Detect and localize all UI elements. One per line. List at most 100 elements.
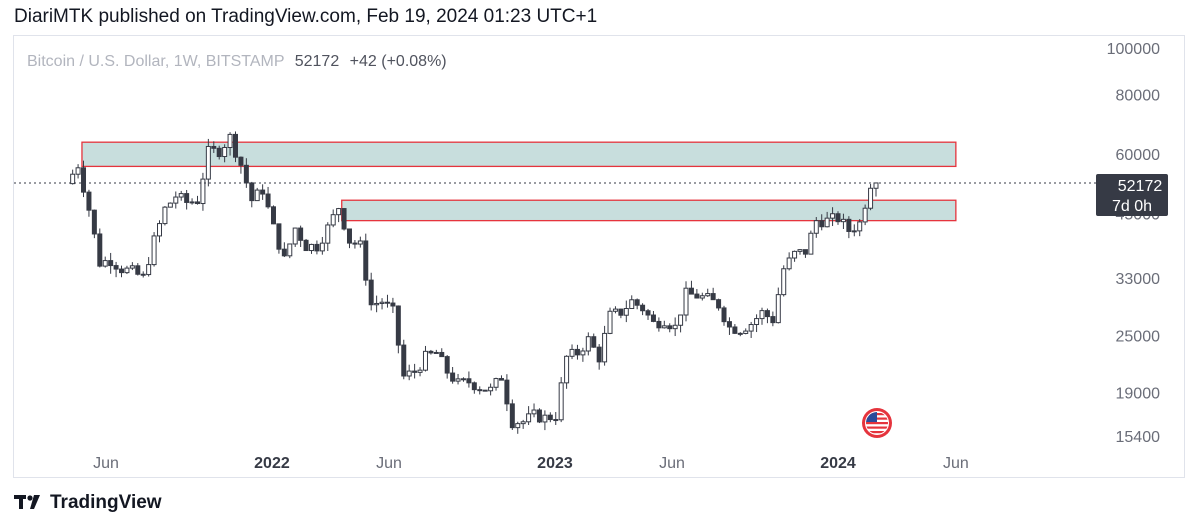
- candle: [569, 344, 575, 360]
- candle: [195, 195, 200, 205]
- candle: [412, 363, 418, 379]
- candle: [249, 181, 255, 208]
- candle: [341, 207, 347, 231]
- candle: [612, 306, 618, 314]
- candle: [395, 305, 401, 354]
- x-axis-tick-label: 2023: [537, 455, 573, 472]
- candle: [211, 141, 217, 153]
- candle: [140, 271, 146, 278]
- candle: [710, 287, 716, 301]
- y-axis-tick-label: 19000: [1116, 385, 1161, 402]
- candle: [336, 207, 342, 223]
- candle: [455, 373, 461, 385]
- candle: [482, 389, 488, 392]
- candle: [667, 323, 673, 333]
- candle: [775, 287, 781, 324]
- candle: [260, 184, 266, 200]
- candle: [732, 324, 738, 335]
- candle: [216, 145, 222, 160]
- candle: [802, 249, 808, 258]
- candle: [504, 374, 510, 412]
- legend-price: 52172: [294, 53, 340, 70]
- candle: [108, 252, 114, 274]
- candle: [721, 305, 727, 326]
- candle: [205, 138, 211, 187]
- candle: [135, 263, 141, 276]
- candle: [688, 280, 694, 295]
- candle: [835, 211, 841, 225]
- candle: [428, 349, 434, 355]
- candle: [488, 383, 494, 396]
- candle: [178, 190, 184, 201]
- x-axis-tick-label: 2022: [254, 455, 290, 472]
- y-axis-tick-label: 15400: [1116, 429, 1161, 446]
- candle: [759, 307, 765, 325]
- candle: [471, 381, 477, 394]
- candle: [547, 412, 553, 423]
- candle: [184, 189, 190, 210]
- candle: [401, 339, 407, 380]
- candle: [840, 213, 846, 229]
- candle: [384, 294, 390, 308]
- candle: [754, 314, 760, 333]
- candle: [254, 187, 260, 202]
- candle: [672, 317, 678, 337]
- candle: [498, 375, 504, 381]
- us-flag-icon[interactable]: [862, 408, 892, 438]
- candle: [699, 292, 705, 301]
- candle: [645, 308, 651, 320]
- candle: [526, 406, 532, 425]
- candle: [227, 132, 233, 156]
- x-axis-tick-label: Jun: [93, 455, 119, 472]
- candle: [585, 332, 591, 356]
- candle: [270, 205, 276, 225]
- x-axis-tick-label: Jun: [659, 455, 685, 472]
- candle: [515, 421, 521, 434]
- candle: [629, 295, 635, 310]
- candle: [743, 328, 749, 335]
- tradingview-logo-icon[interactable]: [14, 495, 44, 511]
- candle: [357, 236, 363, 248]
- candle: [466, 371, 472, 388]
- candle: [656, 317, 662, 332]
- upper-resistance-zone[interactable]: [81, 141, 957, 168]
- candle: [346, 228, 352, 249]
- candle: [509, 399, 515, 430]
- candle: [607, 307, 613, 335]
- candle: [580, 347, 586, 362]
- candle: [792, 250, 798, 262]
- candle: [379, 298, 385, 310]
- x-axis-tick-label: Jun: [376, 455, 402, 472]
- candle: [363, 233, 369, 286]
- candle: [683, 281, 689, 322]
- candle: [460, 377, 466, 382]
- candle: [444, 355, 450, 379]
- candle: [102, 256, 108, 268]
- candle: [157, 220, 163, 243]
- candle: [303, 238, 309, 252]
- candle: [200, 172, 206, 211]
- candle: [857, 219, 863, 237]
- candle: [851, 224, 857, 237]
- candle: [439, 348, 445, 358]
- candle: [813, 217, 819, 238]
- footer-brand[interactable]: TradingView: [50, 492, 162, 513]
- candle: [808, 230, 814, 255]
- candle: [450, 367, 456, 384]
- candle: [862, 204, 868, 226]
- candle: [477, 386, 483, 395]
- candle: [314, 240, 320, 255]
- candle: [542, 410, 548, 431]
- candle: [325, 222, 331, 252]
- candle: [873, 182, 879, 197]
- candle: [830, 207, 836, 227]
- x-axis-tick-label: Jun: [943, 455, 969, 472]
- candle: [243, 158, 249, 188]
- candle: [368, 272, 374, 311]
- chart-frame: [13, 35, 1185, 478]
- candle: [433, 349, 439, 354]
- candle: [113, 261, 119, 278]
- candle: [151, 232, 157, 267]
- candle: [292, 227, 298, 247]
